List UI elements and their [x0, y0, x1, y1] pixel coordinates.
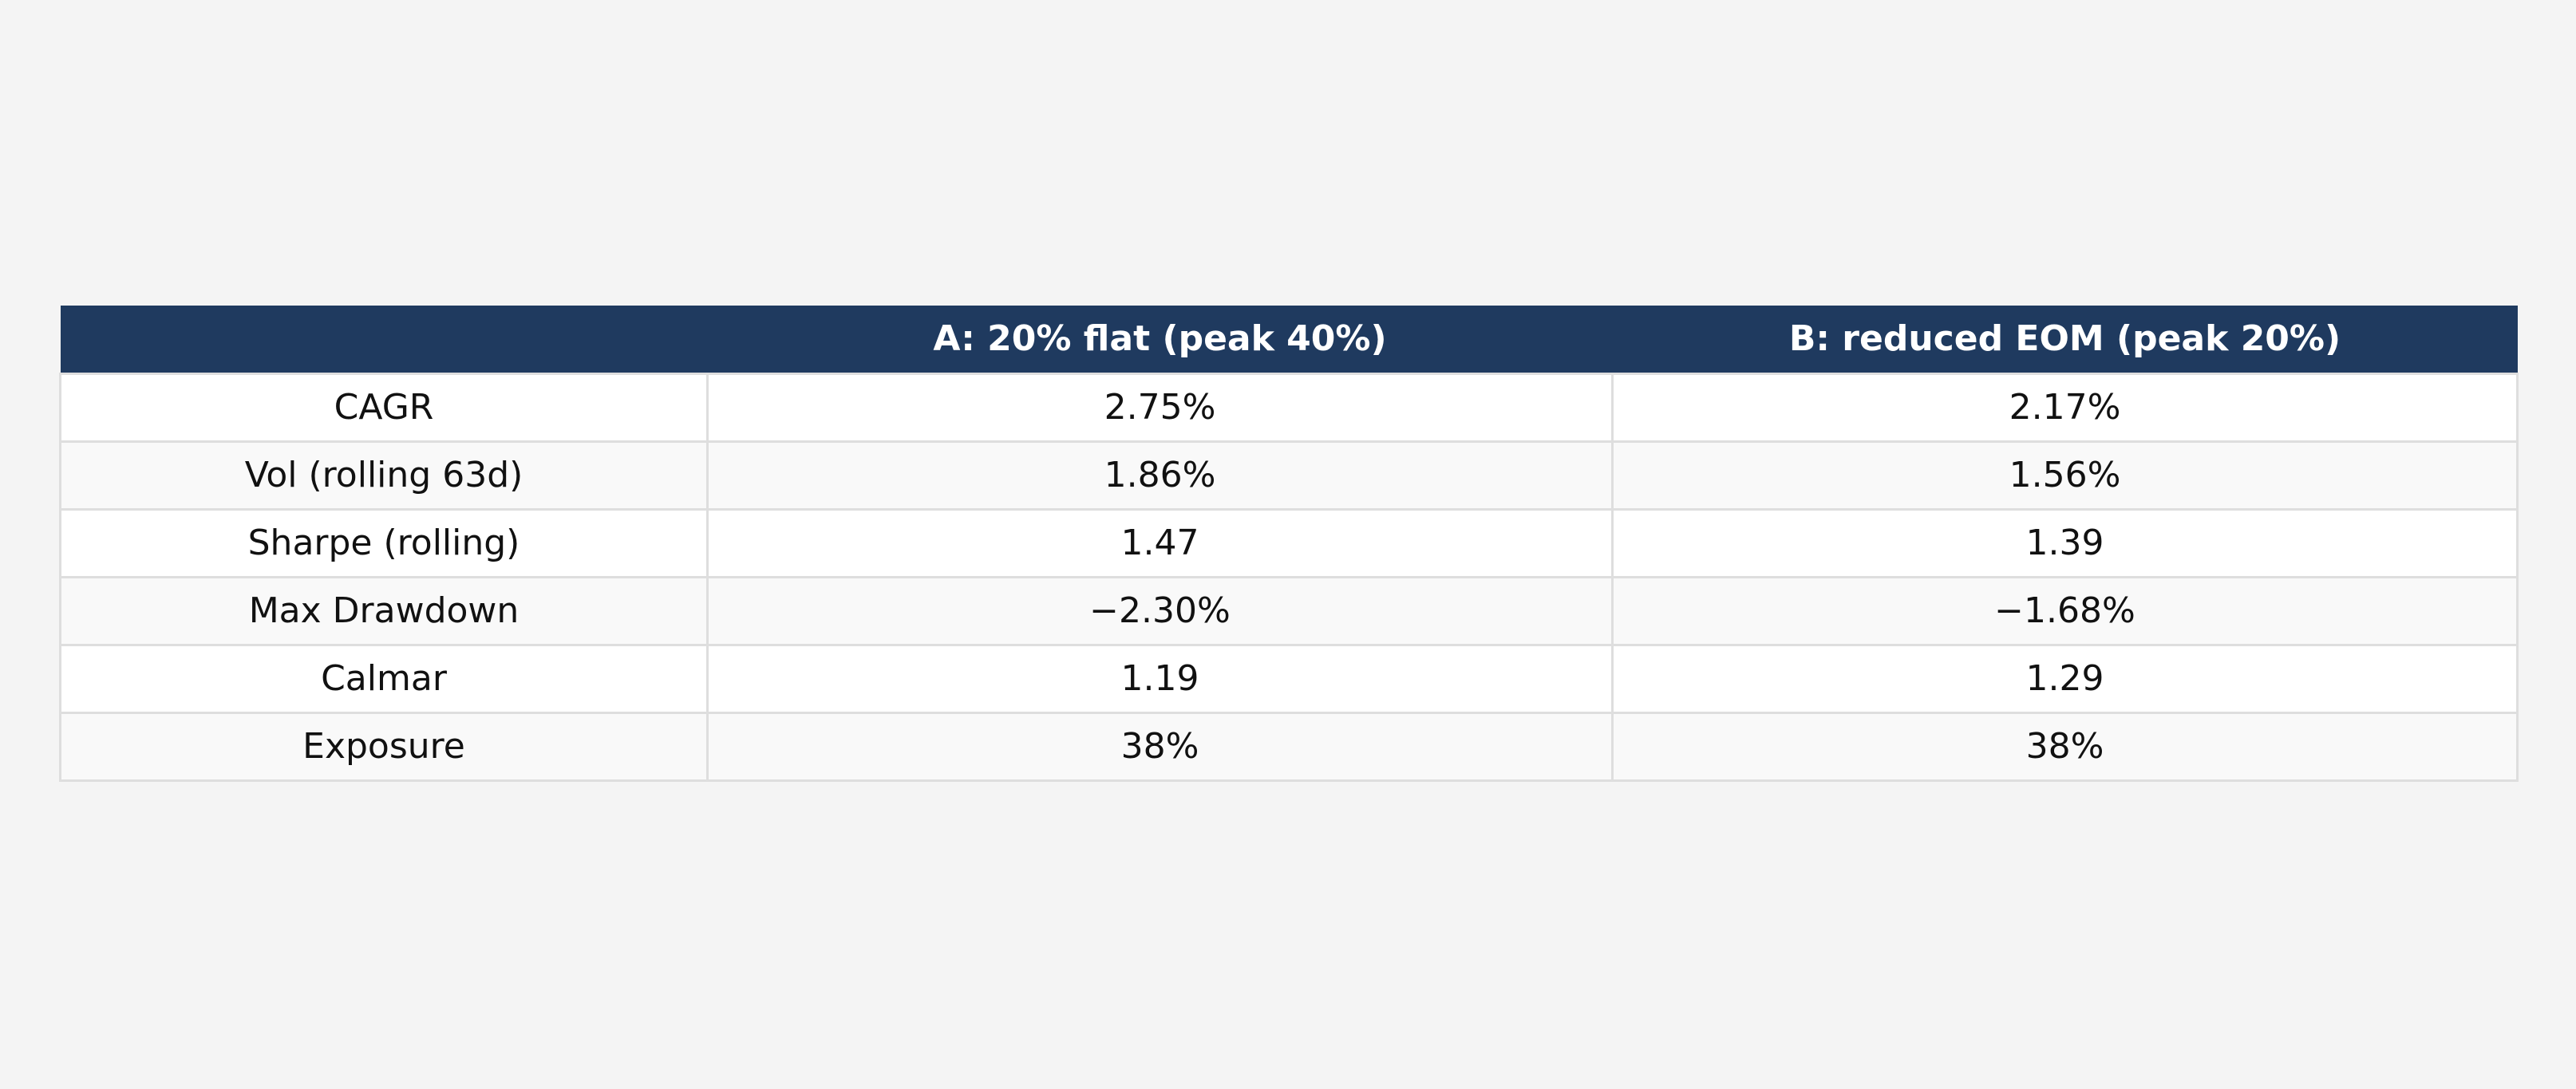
value-cell: 1.29 — [1611, 643, 2519, 714]
row-label: Max Drawdown — [59, 575, 709, 646]
table-row: CAGR 2.75% 2.17% — [59, 372, 2519, 443]
value-cell: 1.19 — [706, 643, 1614, 714]
table-row: Vol (rolling 63d) 1.86% 1.56% — [59, 440, 2519, 511]
header-cell: B: reduced EOM (peak 20%) — [1612, 306, 2518, 373]
value-cell: 38% — [1611, 711, 2519, 782]
row-label: CAGR — [59, 372, 709, 443]
table-header: A: 20% flat (peak 40%) B: reduced EOM (p… — [60, 306, 2518, 373]
table-row: Calmar 1.19 1.29 — [59, 643, 2519, 714]
metrics-table: A: 20% flat (peak 40%) B: reduced EOM (p… — [59, 306, 2519, 782]
table-row: Sharpe (rolling) 1.47 1.39 — [59, 507, 2519, 578]
value-cell: 2.75% — [706, 372, 1614, 443]
value-cell: 1.56% — [1611, 440, 2519, 511]
header-cell: A: 20% flat (peak 40%) — [707, 306, 1613, 373]
value-cell: 1.47 — [706, 507, 1614, 578]
value-cell: 2.17% — [1611, 372, 2519, 443]
row-label: Exposure — [59, 711, 709, 782]
value-cell: 38% — [706, 711, 1614, 782]
header-cell-empty — [60, 306, 708, 373]
header-row: A: 20% flat (peak 40%) B: reduced EOM (p… — [60, 306, 2518, 373]
row-label: Calmar — [59, 643, 709, 714]
table-body: CAGR 2.75% 2.17% Vol (rolling 63d) 1.86% 1.56… — [59, 372, 2519, 782]
table-row: Max Drawdown −2.30% −1.68% — [59, 575, 2519, 646]
value-cell: −1.68% — [1611, 575, 2519, 646]
row-label: Sharpe (rolling) — [59, 507, 709, 578]
value-cell: 1.39 — [1611, 507, 2519, 578]
table-row: Exposure 38% 38% — [59, 711, 2519, 782]
value-cell: −2.30% — [706, 575, 1614, 646]
value-cell: 1.86% — [706, 440, 1614, 511]
row-label: Vol (rolling 63d) — [59, 440, 709, 511]
